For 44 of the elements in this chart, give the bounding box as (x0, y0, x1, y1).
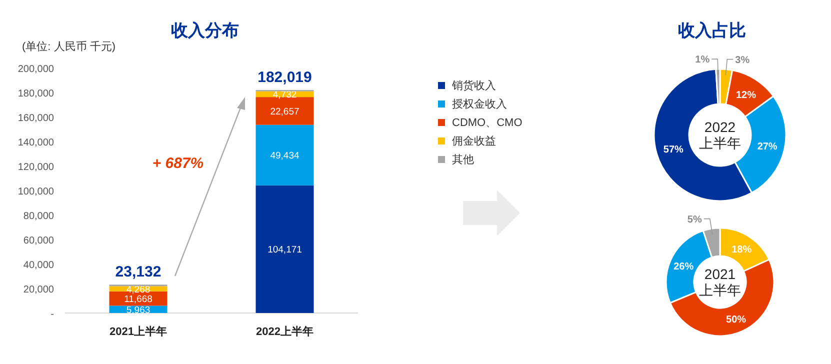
data-label: 49,434 (270, 150, 300, 162)
y-tick-label: 60,000 (23, 236, 54, 246)
y-axis-title: (单位: 人民币 千元) (22, 40, 116, 53)
legend-label: 其他 (452, 153, 474, 166)
y-tick-label: 160,000 (18, 113, 54, 124)
data-label: 57% (663, 144, 684, 156)
total-label: 182,019 (258, 69, 312, 86)
y-tick-label: 40,000 (23, 260, 54, 271)
data-label: 4,268 (126, 284, 150, 296)
legend-label: 销货收入 (451, 79, 496, 92)
data-label: 27% (757, 142, 778, 153)
x-tick-label: 2022上半年 (256, 325, 314, 338)
y-tick-label: 200,000 (18, 64, 54, 75)
legend-label: 佣金收益 (452, 136, 496, 148)
x-tick-label: 2021上半年 (110, 325, 167, 338)
y-tick-label: 80,000 (23, 211, 54, 222)
y-tick-label: 140,000 (18, 138, 54, 148)
data-label: 50% (726, 314, 746, 326)
text: 2021 (704, 266, 736, 282)
y-tick-label: 180,000 (18, 88, 54, 100)
data-label: 1% (695, 54, 710, 66)
data-label: 5% (687, 214, 702, 226)
data-label: 11,668 (124, 294, 152, 306)
data-label: 5,963 (126, 304, 150, 316)
text: 上半年 (699, 282, 741, 298)
data-label: 104,171 (268, 244, 302, 256)
data-label: 3% (735, 54, 750, 66)
chart-title: 收入分布 (171, 21, 239, 40)
y-tick-label: 100,000 (18, 186, 54, 198)
total-label: 23,132 (115, 264, 162, 281)
data-label: 22,657 (270, 106, 300, 118)
legend-label: 授权金收入 (452, 98, 507, 110)
data-label: 4,732 (272, 90, 297, 101)
y-tick-label: 120,000 (18, 162, 54, 173)
y-tick-label: - (50, 309, 54, 320)
legend-label: CDMO、CMO (452, 117, 523, 129)
data-label: 18% (732, 244, 752, 256)
text: 上半年 (699, 135, 741, 151)
chart-title: 收入占比 (678, 21, 746, 40)
y-tick-label: 20,000 (23, 284, 54, 296)
annotation: + 687% (152, 155, 204, 172)
data-label: 12% (736, 90, 756, 102)
text: 2022 (704, 119, 736, 135)
data-label: 26% (674, 261, 694, 272)
